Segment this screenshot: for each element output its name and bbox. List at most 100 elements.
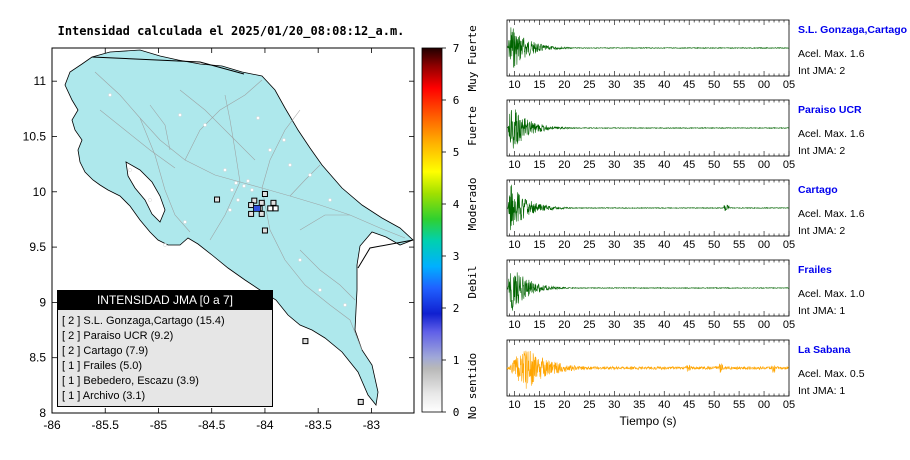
waveform-tick-label: 10 (508, 239, 520, 251)
station-marker (272, 205, 279, 212)
waveform-panel: 10 15 20 25 30 35 40 45 50 55 00 05 S.L. Gonzaga,Car… (506, 19, 907, 91)
waveform-tick-label: 25 (583, 79, 595, 91)
map-title: Intensidad calculada el 2025/01/20_08:08… (58, 24, 405, 39)
waveform-tick-label: 00 (758, 399, 770, 411)
intensity-legend: INTENSIDAD JMA [0 a 7] [ 2 ] S.L. Gonzag… (57, 290, 273, 407)
y-tick-label: 9 (39, 295, 46, 309)
waveform-tick-label: 20 (558, 79, 570, 91)
waveform-tick-label: 00 (758, 319, 770, 331)
station-marker (270, 199, 277, 206)
station-marker (267, 205, 274, 212)
colorbar-category-label: Debil (466, 265, 479, 298)
waveform-tick-label: 55 (733, 159, 745, 171)
station-accel: Acel. Max. 0.5 (798, 368, 865, 380)
colorbar-tick-label: 4 (453, 198, 460, 211)
waveform-panels: 10 15 20 25 30 35 40 45 50 55 00 05 S.L. Gonzaga,Car… (506, 19, 907, 411)
map-y-axis: 11 10.5 10 9.5 9 8.5 8 (23, 74, 414, 420)
x-tick-label: -83.5 (304, 418, 332, 432)
x-tick-label: -85 (150, 418, 168, 432)
costa-rica-landmass (64, 49, 414, 406)
station-jma: Int JMA: 2 (798, 65, 845, 77)
station-name: La Sabana (798, 344, 851, 356)
waveform-tick-label: 30 (608, 79, 620, 91)
station-marker (302, 338, 309, 345)
waveform-tick-label: 55 (733, 319, 745, 331)
waveform-panel: 10 15 20 25 30 35 40 45 50 55 00 05 La Sabana Acel. M… (506, 339, 865, 411)
station-marker (261, 191, 268, 197)
waveform-tick-label: 20 (558, 319, 570, 331)
station-markers (214, 191, 364, 405)
station-name: Frailes (798, 264, 832, 276)
legend-item: [ 2 ] S.L. Gonzaga,Cartago (15.4) (62, 315, 225, 327)
waveform-tick-label: 35 (633, 319, 645, 331)
waveform-tick-label: 40 (658, 79, 670, 91)
y-tick-label: 11 (34, 74, 47, 88)
waveform-tick-label: 35 (633, 399, 645, 411)
waveform-tick-label: 30 (608, 319, 620, 331)
station-accel: Acel. Max. 1.6 (798, 128, 865, 140)
waveform-tick-label: 30 (608, 239, 620, 251)
colorbar: 0 1 2 3 4 5 6 7 No sentido Debil Moderado Fuerte Mu… (421, 25, 479, 419)
legend-item: [ 1 ] Archivo (3.1) (62, 390, 146, 402)
colorbar-category-label: Moderado (466, 178, 479, 231)
waveform-tick-label: 50 (708, 239, 720, 251)
station-jma: Int JMA: 1 (798, 305, 845, 317)
waveform-tick-label: 05 (783, 159, 795, 171)
x-tick-label: -84.5 (198, 418, 226, 432)
waveform-tick-label: 20 (558, 399, 570, 411)
legend-item: [ 1 ] Bebedero, Escazu (3.9) (62, 375, 199, 387)
waveform-tick-label: 15 (533, 239, 545, 251)
x-tick-label: -86 (43, 418, 61, 432)
waveform-tick-label: 45 (683, 319, 695, 331)
waveform-tick-label: 25 (583, 159, 595, 171)
colorbar-category-label: Muy Fuerte (466, 25, 479, 91)
waveform-panel: 10 15 20 25 30 35 40 45 50 55 00 05 Cartago Acel. Max… (506, 179, 865, 251)
waveform-tick-label: 50 (708, 79, 720, 91)
waveform-tick-label: 50 (708, 159, 720, 171)
waveform-tick-label: 55 (733, 239, 745, 251)
waveform-panel: 10 15 20 25 30 35 40 45 50 55 00 05 Paraiso UCR Acel.… (506, 99, 865, 171)
waveform-tick-label: 00 (758, 159, 770, 171)
waveform-tick-label: 30 (608, 399, 620, 411)
waveform-tick-label: 40 (658, 319, 670, 331)
station-jma: Int JMA: 2 (798, 145, 845, 157)
station-jma: Int JMA: 2 (798, 225, 845, 237)
waveform-tick-label: 45 (683, 159, 695, 171)
waveform-trace (507, 27, 790, 68)
waveform-tick-label: 35 (633, 79, 645, 91)
map-x-axis: -86 -85.5 -85 -84.5 -84 -83.5 -83 (43, 48, 380, 432)
max-intensity-cell (253, 204, 261, 212)
waveform-tick-label: 05 (783, 239, 795, 251)
y-tick-label: 9.5 (29, 240, 46, 254)
station-jma: Int JMA: 1 (798, 385, 845, 397)
station-marker (248, 202, 255, 209)
waveform-tick-label: 40 (658, 399, 670, 411)
station-marker (258, 199, 265, 206)
waveform-trace (506, 109, 790, 149)
waveform-tick-label: 10 (508, 399, 520, 411)
waveform-tick-label: 55 (733, 399, 745, 411)
colorbar-tick-label: 7 (453, 42, 460, 55)
waveform-trace (506, 184, 789, 231)
waveform-tick-label: 25 (583, 399, 595, 411)
waveform-tick-label: 00 (758, 79, 770, 91)
waveform-tick-label: 15 (533, 399, 545, 411)
waveform-tick-label: 25 (583, 239, 595, 251)
station-accel: Acel. Max. 1.6 (798, 48, 865, 60)
colorbar-tick-label: 2 (453, 302, 460, 315)
waveform-tick-label: 00 (758, 239, 770, 251)
waveform-xlabel: Tiempo (s) (620, 414, 677, 428)
y-tick-label: 10.5 (23, 129, 47, 143)
legend-item: [ 2 ] Paraiso UCR (9.2) (62, 330, 174, 342)
waveform-tick-label: 15 (533, 159, 545, 171)
colorbar-tick-label: 6 (453, 94, 460, 107)
waveform-tick-label: 45 (683, 79, 695, 91)
colorbar-tick-label: 5 (453, 146, 460, 159)
waveform-tick-label: 50 (708, 319, 720, 331)
station-accel: Acel. Max. 1.6 (798, 208, 865, 220)
x-tick-label: -85.5 (92, 418, 120, 432)
waveform-tick-label: 10 (508, 319, 520, 331)
waveform-tick-label: 15 (533, 319, 545, 331)
colorbar-tick-label: 0 (453, 406, 460, 419)
